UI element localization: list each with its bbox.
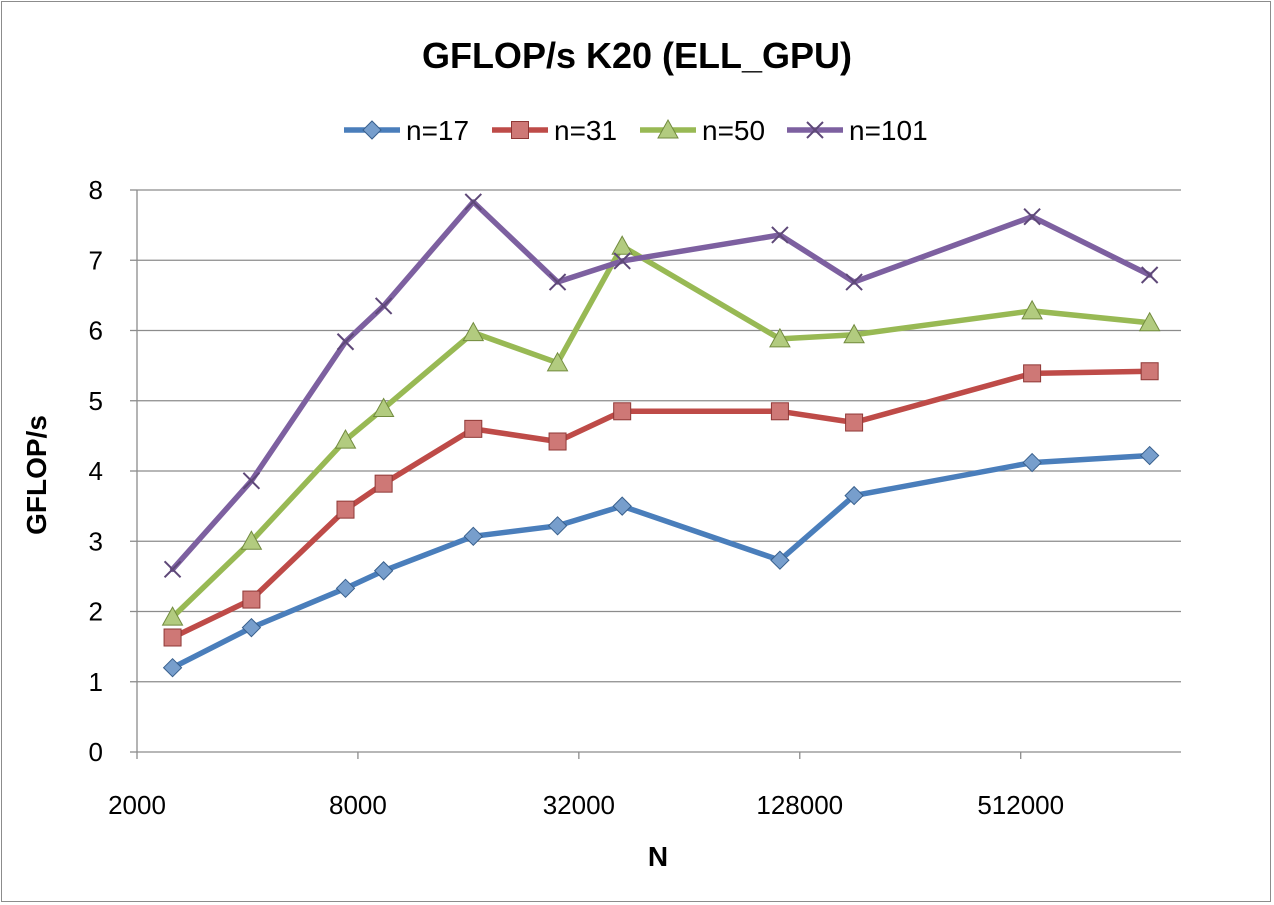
x-tick-label: 8000 [329, 790, 387, 820]
data-point-n=17 [241, 617, 262, 638]
data-point-n=31 [374, 474, 393, 493]
data-point-n=50 [240, 530, 263, 550]
legend-label: n=17 [406, 115, 469, 146]
data-point-n=17 [373, 561, 394, 581]
y-tick-label: 8 [89, 175, 103, 205]
legend-label: n=31 [554, 115, 617, 146]
data-point-n=101 [242, 472, 261, 490]
legend-label: n=101 [849, 115, 928, 146]
y-tick-label: 4 [89, 456, 103, 486]
data-point-n=50 [843, 323, 865, 344]
data-point-n=17 [1139, 445, 1160, 466]
data-point-n=31 [1140, 362, 1159, 381]
legend: n=17 n=31 n=50 n=101 [344, 115, 928, 146]
y-tick-label: 2 [89, 597, 103, 627]
data-point-n=31 [1023, 364, 1042, 383]
data-point-n=101 [771, 226, 789, 244]
y-tick-label: 0 [89, 737, 103, 767]
data-point-n=50 [769, 327, 791, 348]
data-point-n=31 [845, 413, 864, 432]
data-point-n=31 [163, 628, 182, 647]
legend-item-n=31: n=31 [492, 115, 617, 146]
data-point-n=31 [613, 402, 632, 421]
series-group [161, 193, 1161, 678]
series-n=17 [162, 445, 1160, 678]
series-line-n=101 [169, 199, 1153, 573]
x-tick-label: 512000 [977, 790, 1064, 820]
data-point-n=50 [1138, 311, 1161, 332]
data-point-n=17 [612, 496, 632, 516]
data-point-n=17 [335, 578, 356, 599]
x-axis-ticks: 2000 8000 32000 128000 512000 [108, 752, 1064, 820]
data-point-n=17 [547, 516, 568, 536]
y-tick-label: 3 [89, 526, 103, 556]
x-tick-label: 128000 [756, 790, 843, 820]
legend-swatch-marker [657, 118, 679, 139]
data-point-n=17 [463, 526, 483, 547]
y-tick-label: 5 [89, 386, 103, 416]
data-point-n=31 [464, 419, 483, 438]
y-tick-label: 7 [89, 245, 103, 275]
legend-item-n=50: n=50 [640, 115, 765, 146]
y-tick-label: 1 [89, 667, 103, 697]
data-point-n=50 [372, 397, 395, 417]
series-n=50 [161, 235, 1161, 626]
data-point-n=17 [1022, 452, 1042, 473]
data-point-n=101 [374, 297, 393, 315]
legend-item-n=101: n=101 [787, 115, 928, 146]
data-point-n=50 [334, 429, 357, 449]
data-point-n=101 [464, 193, 482, 211]
x-axis-label: N [648, 841, 668, 872]
data-point-n=31 [770, 402, 789, 421]
data-point-n=50 [546, 351, 569, 372]
data-point-n=101 [613, 252, 631, 270]
series-n=31 [163, 362, 1159, 647]
legend-item-n=17: n=17 [344, 115, 469, 146]
x-tick-label: 32000 [543, 790, 615, 820]
data-point-n=101 [1140, 266, 1159, 284]
data-point-n=31 [548, 432, 567, 451]
data-point-n=101 [163, 560, 182, 579]
data-point-n=17 [770, 550, 790, 570]
data-point-n=50 [161, 606, 184, 626]
data-point-n=101 [1023, 207, 1041, 226]
legend-swatch-marker [362, 120, 382, 140]
x-tick-label: 2000 [108, 790, 166, 820]
series-line-n=17 [169, 452, 1153, 671]
series-n=101 [163, 193, 1159, 579]
data-point-n=17 [162, 657, 183, 678]
legend-swatch-marker [511, 121, 529, 139]
data-point-n=50 [611, 235, 634, 255]
legend-swatch-marker [806, 121, 824, 139]
data-point-n=50 [1021, 299, 1043, 320]
y-axis-label: GFLOP/s [21, 415, 52, 535]
chart-title: GFLOP/s K20 (ELL_GPU) [422, 35, 852, 76]
data-point-n=17 [844, 485, 864, 506]
data-point-n=101 [336, 333, 355, 351]
y-axis-ticks: 0 1 2 3 4 5 6 7 8 [89, 175, 137, 767]
data-point-n=101 [845, 273, 863, 291]
y-tick-label: 6 [89, 316, 103, 346]
data-point-n=31 [336, 500, 355, 519]
data-point-n=50 [462, 321, 485, 342]
grid-lines [136, 189, 1181, 753]
data-point-n=101 [548, 273, 567, 291]
legend-label: n=50 [702, 115, 765, 146]
series-line-n=50 [169, 243, 1153, 620]
data-point-n=31 [242, 590, 261, 609]
